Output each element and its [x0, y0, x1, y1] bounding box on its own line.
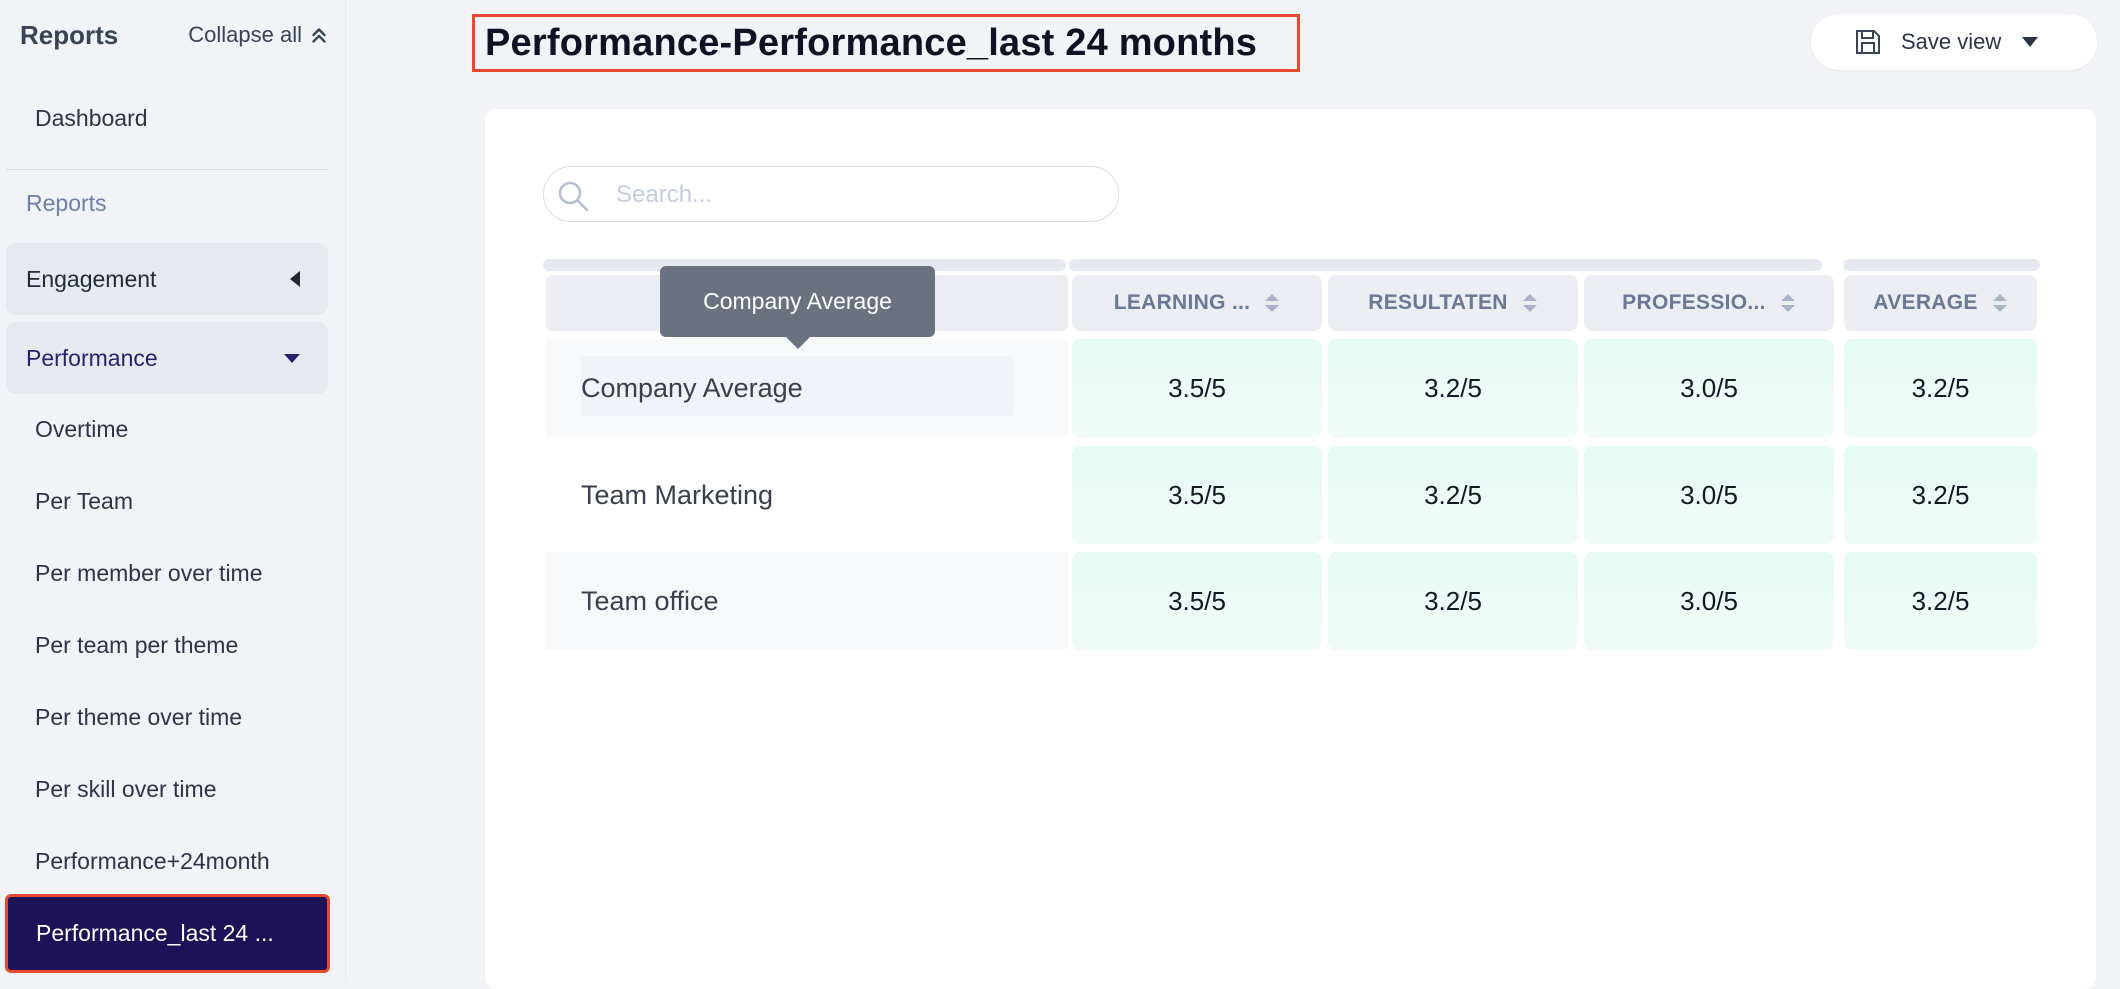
- tooltip: Company Average: [660, 266, 935, 349]
- search-box: [543, 166, 1119, 222]
- sort-icon: [1992, 294, 2007, 312]
- collapse-all-label: Collapse all: [188, 22, 302, 47]
- sort-icon: [1522, 294, 1537, 312]
- sort-icon: [1265, 294, 1280, 312]
- column-header-learning[interactable]: LEARNING ...: [1072, 275, 1322, 331]
- table-cell: 3.0/5: [1584, 339, 1834, 437]
- table-row-name[interactable]: Company Average: [546, 339, 1068, 437]
- table-row-name[interactable]: Team Marketing: [546, 446, 1068, 544]
- sidebar-item-per-team[interactable]: Per Team: [35, 488, 134, 514]
- sidebar-header: Reports Collapse all: [20, 18, 330, 54]
- sidebar-group-engagement[interactable]: Engagement: [6, 243, 328, 315]
- search-input[interactable]: [614, 177, 1098, 213]
- double-chevron-up-icon: [312, 28, 326, 43]
- table-cell: 3.2/5: [1844, 339, 2037, 437]
- table-cell: 3.2/5: [1328, 339, 1578, 437]
- chevron-down-icon: [2022, 37, 2039, 47]
- table-cell: 3.2/5: [1328, 552, 1578, 650]
- collapse-all-button[interactable]: Collapse all: [188, 22, 330, 48]
- sidebar-item-dashboard[interactable]: Dashboard: [35, 105, 148, 131]
- column-header-professio[interactable]: PROFESSIO...: [1584, 275, 1834, 331]
- report-card: LEARNING ... RESULTATEN PROFESSIO... AVE…: [485, 109, 2096, 989]
- save-view-button[interactable]: Save view: [1811, 14, 2097, 70]
- row-name-label: Company Average: [581, 372, 803, 403]
- row-name-label: Team office: [581, 585, 719, 616]
- save-view-label: Save view: [1901, 29, 2002, 54]
- sidebar-title: Reports: [20, 20, 119, 50]
- caret-down-icon: [284, 354, 300, 363]
- column-header-label: RESULTATEN: [1368, 291, 1508, 314]
- column-header-resultaten[interactable]: RESULTATEN: [1328, 275, 1578, 331]
- table-group-bar: [1843, 259, 2040, 271]
- sidebar-item-per-skill-over-time[interactable]: Per skill over time: [35, 776, 217, 802]
- sidebar-item-per-team-per-theme[interactable]: Per team per theme: [35, 632, 239, 658]
- page-title: Performance-Performance_last 24 months: [472, 14, 1300, 72]
- column-header-label: PROFESSIO...: [1622, 291, 1766, 314]
- table-group-bar: [1069, 259, 1822, 271]
- table-cell: 3.5/5: [1072, 446, 1322, 544]
- column-header-average[interactable]: AVERAGE: [1844, 275, 2037, 331]
- column-header-label: LEARNING ...: [1113, 291, 1251, 314]
- row-name-label: Team Marketing: [581, 479, 774, 510]
- sidebar-item-performance-last-24-active[interactable]: Performance_last 24 ...: [5, 894, 330, 973]
- sidebar-group-performance[interactable]: Performance: [6, 322, 328, 394]
- sidebar-divider: [6, 169, 328, 170]
- table-cell: 3.5/5: [1072, 552, 1322, 650]
- sort-icon: [1780, 294, 1795, 312]
- sidebar-group-label: Performance: [26, 344, 158, 371]
- table-cell: 3.0/5: [1584, 446, 1834, 544]
- column-header-label: AVERAGE: [1873, 291, 1978, 314]
- sidebar: Reports Collapse all Dashboard Reports E…: [0, 0, 346, 982]
- sidebar-item-performance-24month[interactable]: Performance+24month: [35, 848, 270, 874]
- sidebar-item-overtime[interactable]: Overtime: [35, 416, 129, 442]
- sidebar-item-per-member-over-time[interactable]: Per member over time: [35, 560, 263, 586]
- row-name-highlight: [581, 356, 1014, 416]
- table-cell: 3.5/5: [1072, 339, 1322, 437]
- save-disk-icon: [1856, 30, 1880, 54]
- table-row-name[interactable]: Team office: [546, 552, 1068, 650]
- table-cell: 3.2/5: [1328, 446, 1578, 544]
- sidebar-section-label: Reports: [26, 190, 107, 216]
- table-cell: 3.0/5: [1584, 552, 1834, 650]
- sidebar-item-per-theme-over-time[interactable]: Per theme over time: [35, 704, 243, 730]
- table-cell: 3.2/5: [1844, 552, 2037, 650]
- caret-left-icon: [290, 271, 300, 287]
- search-icon: [558, 181, 589, 212]
- table-cell: 3.2/5: [1844, 446, 2037, 544]
- sidebar-group-label: Engagement: [26, 265, 157, 292]
